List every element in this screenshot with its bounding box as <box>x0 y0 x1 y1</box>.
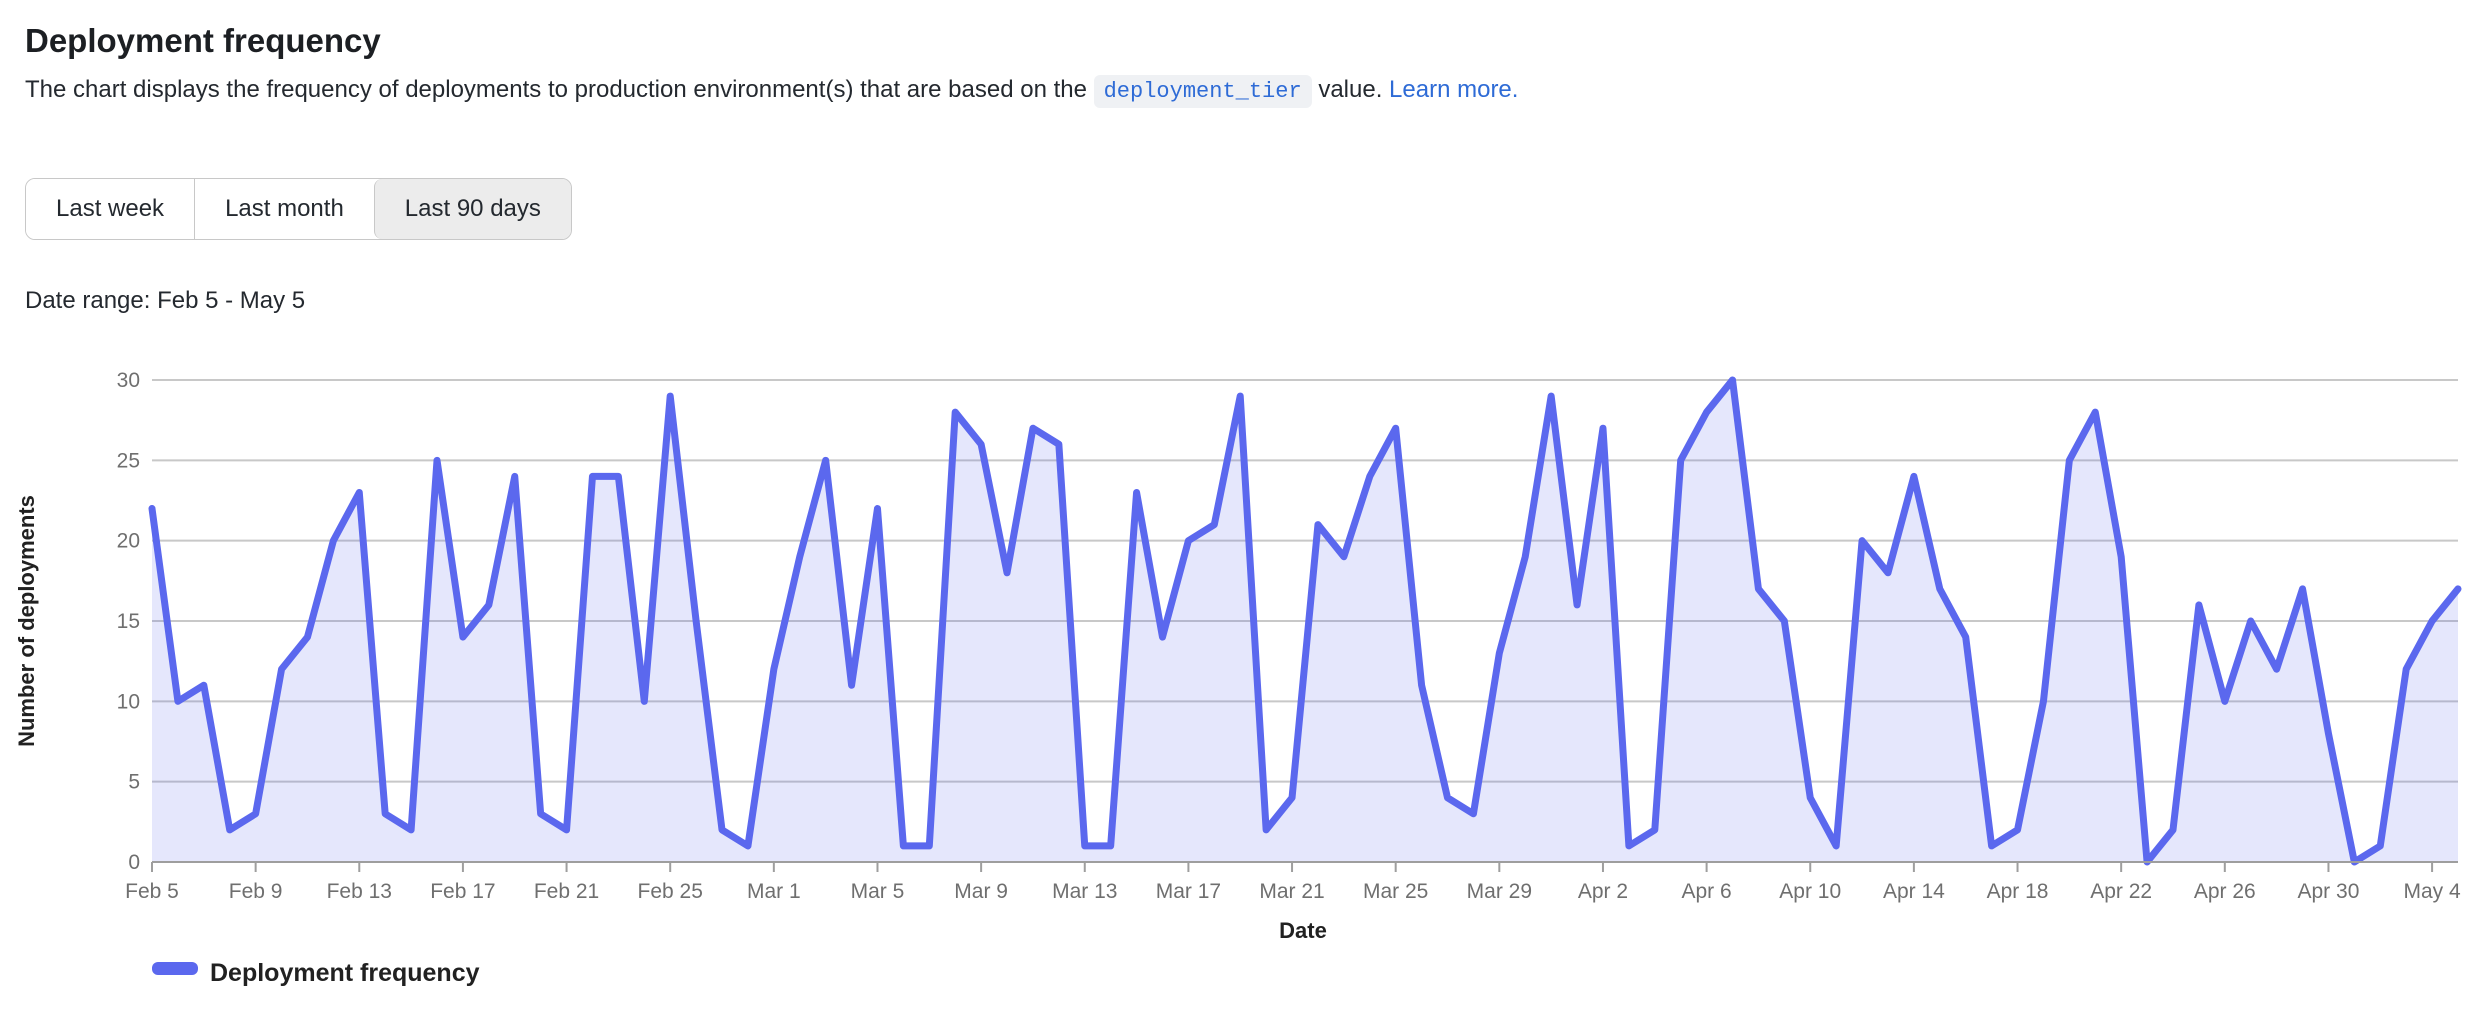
y-tick-label: 30 <box>117 369 140 392</box>
x-tick-label: Apr 26 <box>2194 880 2256 903</box>
x-tick-label: May 4 <box>2403 880 2461 903</box>
x-tick-label: Mar 25 <box>1363 880 1428 903</box>
x-tick-label: Feb 17 <box>430 880 495 903</box>
x-tick-label: Mar 17 <box>1156 880 1221 903</box>
y-tick-label: 10 <box>117 690 140 713</box>
x-tick-label: Mar 1 <box>747 880 801 903</box>
series-line <box>148 376 2462 866</box>
y-tick-label: 5 <box>128 771 140 794</box>
x-tick-label: Apr 2 <box>1578 880 1628 903</box>
x-tick-label: Apr 22 <box>2090 880 2152 903</box>
y-tick-label: 20 <box>117 530 140 553</box>
legend-label: Deployment frequency <box>210 959 480 987</box>
series-area-fill <box>152 380 2458 862</box>
x-tick-label: Feb 21 <box>534 880 599 903</box>
chart-plot: Feb 5 Feb 9 Feb 13 Feb 17 Feb 21 Feb 25 Mar 1 M… <box>117 369 2462 903</box>
date-range-label: Date range: Feb 5 - May 5 <box>25 287 306 314</box>
x-tick-label: Mar 29 <box>1467 880 1532 903</box>
deployment-tier-code-chip: deployment_tier <box>1093 75 1312 108</box>
x-tick-label: Feb 9 <box>229 880 283 903</box>
x-tick-label: Apr 18 <box>1987 880 2049 903</box>
deployment-frequency-chart: Feb 5 Feb 9 Feb 13 Feb 17 Feb 21 Feb 25 Mar 1 M… <box>14 369 2462 987</box>
y-tick-label: 15 <box>117 610 140 633</box>
legend-swatch <box>152 962 198 975</box>
y-axis-title: Number of deployments <box>14 495 39 747</box>
chart-description: The chart displays the frequency of depl… <box>25 70 1518 112</box>
x-tick-label: Feb 13 <box>327 880 392 903</box>
x-tick-label: Apr 30 <box>2298 880 2360 903</box>
y-tick-label: 0 <box>128 851 140 874</box>
time-range-segmented-control: Last week Last month Last 90 days <box>25 178 572 240</box>
x-axis-title: Date <box>1279 918 1327 943</box>
x-tick-label: Feb 25 <box>638 880 703 903</box>
learn-more-link[interactable]: Learn more. <box>1389 76 1519 103</box>
chart-area: Feb 5 Feb 9 Feb 13 Feb 17 Feb 21 Feb 25 Mar 1 M… <box>0 360 2490 1005</box>
description-suffix: value. <box>1311 76 1390 103</box>
last-month-button[interactable]: Last month <box>194 179 374 239</box>
x-tick-label: Apr 6 <box>1682 880 1732 903</box>
last-week-button[interactable]: Last week <box>26 179 195 239</box>
x-tick-label: Feb 5 <box>125 880 179 903</box>
x-tick-label: Apr 14 <box>1883 880 1945 903</box>
description-prefix: The chart displays the frequency of depl… <box>25 76 1094 103</box>
x-tick-label: Mar 13 <box>1052 880 1117 903</box>
y-tick-label: 25 <box>117 449 140 472</box>
x-tick-label: Mar 21 <box>1259 880 1324 903</box>
page-title: Deployment frequency <box>25 22 381 59</box>
last-90-days-button[interactable]: Last 90 days <box>373 179 571 239</box>
x-tick-label: Mar 5 <box>851 880 905 903</box>
x-tick-label: Apr 10 <box>1779 880 1841 903</box>
x-tick-label: Mar 9 <box>954 880 1008 903</box>
